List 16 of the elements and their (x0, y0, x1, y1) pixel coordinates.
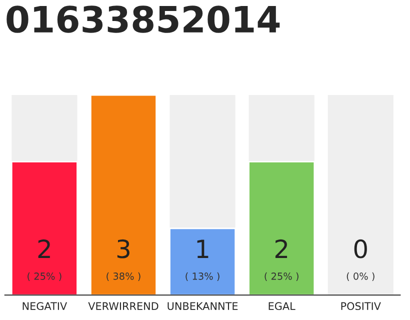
annotation: ( 25% ) (264, 272, 298, 282)
x-tick-label: VERWIRREND (88, 302, 158, 310)
chart-title: 01633852014 (6, 6, 280, 33)
x-tick-label: NEGATIV (22, 302, 68, 310)
x-tick-label: POSITIV (341, 302, 381, 310)
data-label: 2 (275, 239, 288, 258)
x-tick-label: EGAL (268, 302, 296, 310)
data-label: 3 (117, 239, 130, 258)
data-label: 0 (354, 239, 367, 258)
annotation: ( 13% ) (186, 272, 220, 282)
data-label: 2 (38, 239, 50, 258)
data-label: 1 (197, 240, 208, 258)
annotation: ( 38% ) (106, 272, 140, 282)
annotation: ( 25% ) (28, 272, 62, 282)
annotation: ( 0% ) (346, 272, 374, 282)
x-tick-label: UNBEKANNTE (168, 302, 238, 310)
